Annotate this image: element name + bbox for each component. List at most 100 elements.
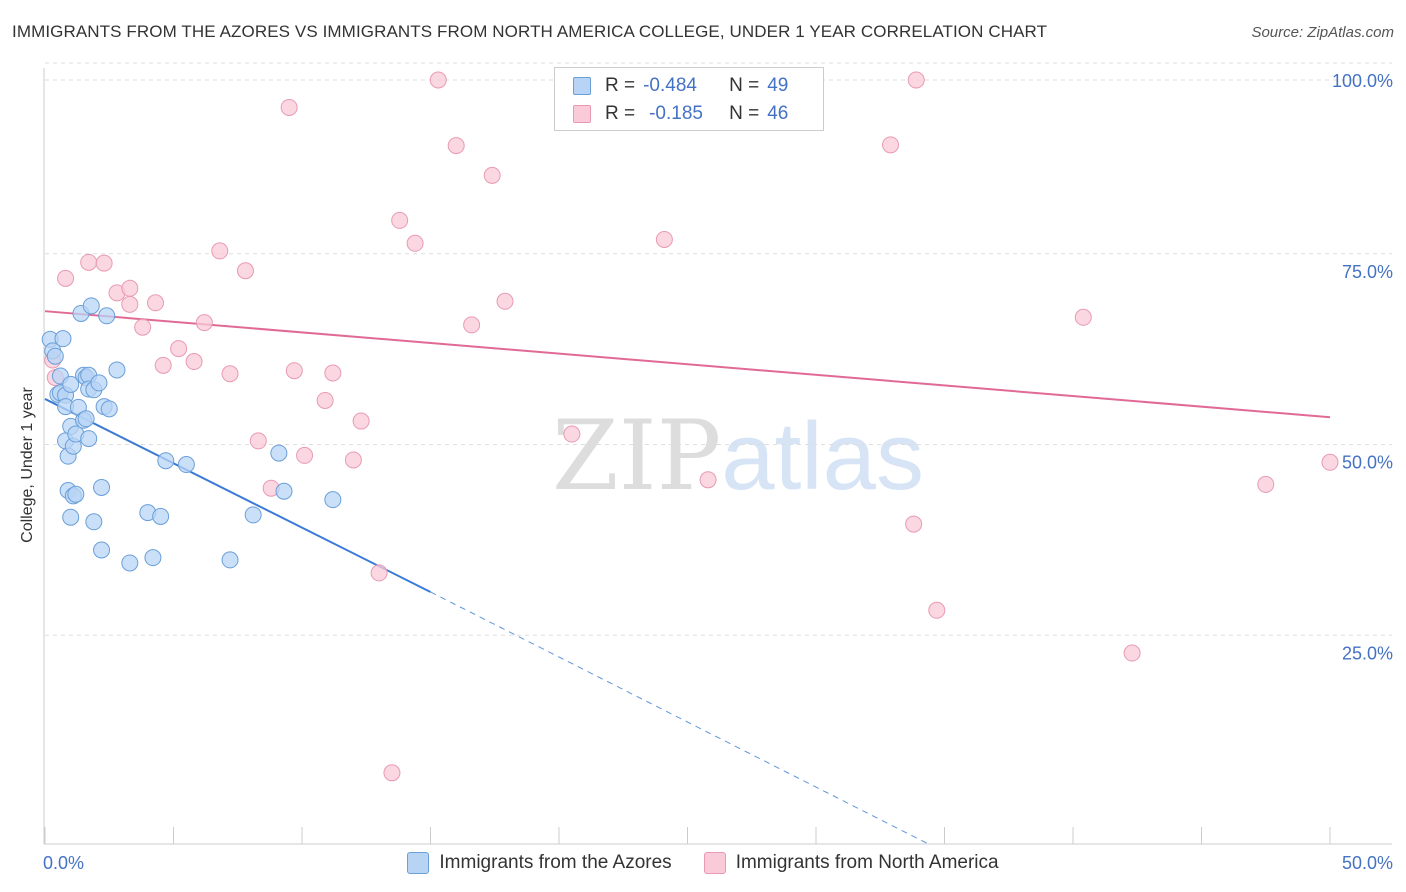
y-tick-label: 100.0% bbox=[1332, 71, 1393, 91]
legend-r-value: -0.484 bbox=[643, 75, 697, 96]
legend-item-north-america[interactable]: Immigrants from North America bbox=[703, 852, 999, 874]
azores-point bbox=[324, 491, 342, 509]
azores-point bbox=[67, 485, 85, 503]
north-america-point bbox=[285, 362, 303, 380]
gridlines bbox=[45, 62, 1392, 636]
north-america-legend-label: Immigrants from North America bbox=[735, 852, 999, 873]
north-america-point bbox=[121, 279, 139, 297]
azores-point bbox=[93, 478, 111, 496]
legend-r-value: -0.185 bbox=[649, 103, 703, 124]
azores-point bbox=[93, 541, 111, 559]
legend-r-label: R = bbox=[605, 103, 636, 124]
north-america-point bbox=[296, 446, 314, 464]
azores-point bbox=[54, 330, 72, 348]
north-america-point bbox=[352, 412, 370, 430]
north-america-point bbox=[699, 471, 717, 489]
axes bbox=[43, 68, 1392, 845]
azores-point bbox=[157, 452, 175, 470]
north-america-point bbox=[496, 292, 514, 310]
azores-point bbox=[144, 549, 162, 567]
north-america-point bbox=[1321, 453, 1339, 471]
north-america-point bbox=[483, 166, 501, 184]
north-america-point bbox=[463, 316, 481, 334]
azores-point bbox=[62, 375, 80, 393]
legend-n-label: N = bbox=[729, 75, 760, 96]
azores-legend-label: Immigrants from the Azores bbox=[439, 852, 672, 873]
tick-labels: 100.0% 75.0% 50.0% 25.0% 0.0% 50.0% bbox=[43, 71, 1393, 873]
azores-point bbox=[177, 456, 195, 474]
azores-point bbox=[100, 400, 118, 418]
legend-n-value: 46 bbox=[767, 103, 789, 124]
north-america-point bbox=[324, 364, 342, 382]
azores-point bbox=[46, 347, 64, 365]
north-america-point bbox=[907, 71, 925, 89]
azores-point bbox=[121, 554, 139, 572]
north-america-point bbox=[563, 425, 581, 443]
north-america-swatch bbox=[573, 105, 591, 123]
north-america-point bbox=[95, 254, 113, 272]
legend-n-label: N = bbox=[729, 103, 760, 124]
azores-legend-swatch bbox=[407, 852, 430, 874]
north-america-point bbox=[195, 314, 213, 332]
trend-lines bbox=[44, 310, 1331, 844]
north-america-point bbox=[905, 515, 923, 533]
x-tick-label: 50.0% bbox=[1342, 853, 1393, 873]
legend-item-azores[interactable]: Immigrants from the Azores bbox=[407, 852, 672, 874]
azores-point bbox=[270, 444, 288, 462]
north-america-point bbox=[147, 294, 165, 312]
north-america-point bbox=[928, 601, 946, 619]
north-america-point bbox=[316, 391, 334, 409]
azores-trend-extension bbox=[430, 591, 927, 844]
north-america-point bbox=[121, 295, 139, 313]
north-america-point bbox=[280, 98, 298, 116]
legend-row-north-america: R = -0.185 N = 46 bbox=[573, 101, 788, 127]
north-america-point bbox=[383, 764, 401, 782]
azores-point bbox=[152, 507, 170, 525]
north-america-point bbox=[391, 211, 409, 229]
north-america-point bbox=[406, 234, 424, 252]
north-america-point bbox=[344, 451, 362, 469]
north-america-point bbox=[655, 230, 673, 248]
north-america-legend-swatch bbox=[703, 852, 726, 874]
north-america-point bbox=[1257, 475, 1275, 493]
azores-point bbox=[221, 551, 239, 569]
north-america-point bbox=[211, 242, 229, 260]
north-america-point bbox=[1074, 308, 1092, 326]
azores-point bbox=[77, 410, 95, 428]
azores-point bbox=[90, 374, 108, 392]
azores-trend-line bbox=[44, 398, 431, 593]
series-legend: Immigrants from the Azores Immigrants fr… bbox=[0, 852, 1406, 874]
chart-title: IMMIGRANTS FROM THE AZORES VS IMMIGRANTS… bbox=[12, 22, 1048, 41]
north-america-point bbox=[80, 253, 98, 271]
north-america-point bbox=[221, 365, 239, 383]
data-points bbox=[41, 71, 1339, 782]
azores-point bbox=[244, 506, 262, 524]
north-america-point bbox=[57, 269, 75, 287]
y-tick-label: 25.0% bbox=[1342, 643, 1393, 663]
north-america-point bbox=[236, 262, 254, 280]
north-america-point bbox=[882, 136, 900, 154]
north-america-point bbox=[170, 340, 188, 358]
north-america-point bbox=[447, 137, 465, 155]
north-america-point bbox=[185, 353, 203, 371]
azores-point bbox=[62, 508, 80, 526]
azores-point bbox=[108, 361, 126, 379]
azores-point bbox=[80, 430, 98, 448]
legend-n-value: 49 bbox=[767, 75, 789, 96]
north-america-point bbox=[249, 432, 267, 450]
x-tick-label: 0.0% bbox=[43, 853, 84, 873]
azores-point bbox=[82, 297, 100, 315]
y-tick-label: 50.0% bbox=[1342, 453, 1393, 473]
correlation-legend: R = -0.484 N = 49 R = -0.185 N = 46 bbox=[554, 67, 824, 131]
y-tick-label: 75.0% bbox=[1342, 262, 1393, 282]
legend-row-azores: R = -0.484 N = 49 bbox=[573, 73, 788, 99]
azores-point bbox=[275, 482, 293, 500]
legend-r-label: R = bbox=[605, 75, 636, 96]
north-america-point bbox=[1123, 644, 1141, 662]
north-america-point bbox=[134, 318, 152, 336]
azores-swatch bbox=[573, 77, 591, 95]
north-america-point bbox=[370, 564, 388, 582]
north-america-point bbox=[154, 356, 172, 374]
north-america-point bbox=[429, 71, 447, 89]
